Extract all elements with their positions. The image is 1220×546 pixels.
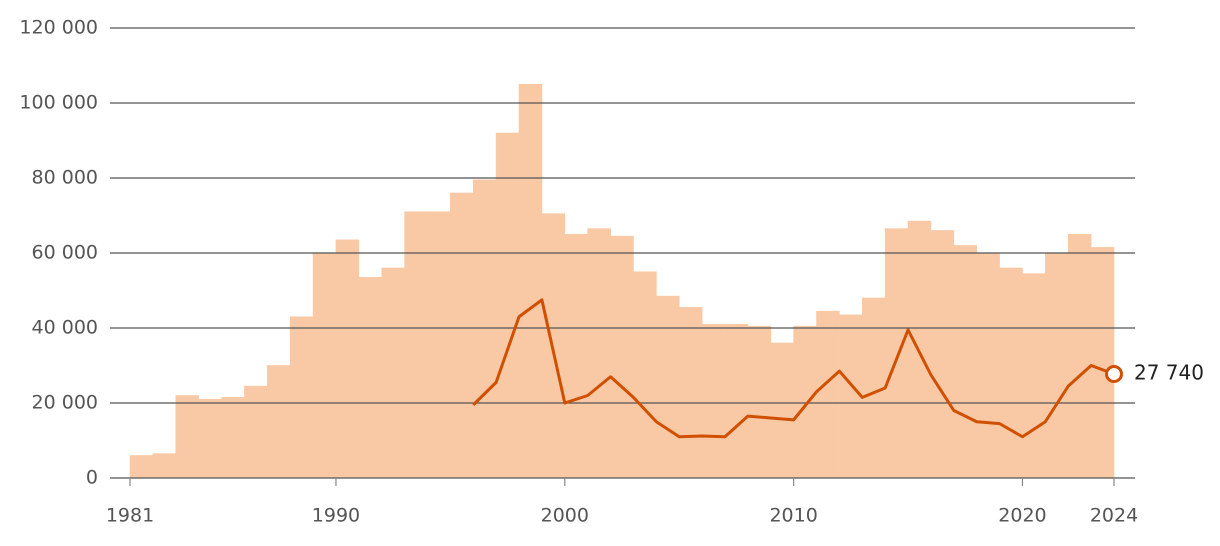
y-tick-label: 0 — [86, 467, 98, 489]
bar — [678, 307, 703, 479]
y-tick-label: 60 000 — [32, 242, 98, 264]
bar — [198, 398, 222, 479]
bar — [610, 235, 634, 479]
y-tick-label: 120 000 — [19, 17, 98, 39]
bar — [152, 453, 177, 479]
x-tick-label: 2020 — [998, 505, 1046, 527]
bar — [335, 239, 360, 479]
bar — [930, 230, 955, 479]
x-tick-label: 1990 — [312, 505, 360, 527]
bar — [404, 211, 428, 479]
bar — [358, 277, 383, 479]
bar — [633, 271, 657, 479]
bar — [564, 233, 588, 479]
y-tick-label: 40 000 — [32, 317, 98, 339]
y-tick-label: 80 000 — [32, 167, 98, 189]
end-marker — [1105, 364, 1123, 383]
bar — [312, 252, 337, 479]
bar — [289, 316, 314, 479]
bar — [999, 267, 1023, 479]
bar — [816, 310, 840, 479]
bar — [1067, 233, 1092, 479]
bar — [427, 211, 451, 479]
bar — [450, 192, 474, 479]
bar — [976, 252, 1000, 479]
x-tick-label: 2024 — [1090, 505, 1138, 527]
y-tick-label: 100 000 — [19, 92, 98, 114]
bar — [793, 325, 817, 479]
x-tick-label: 1981 — [106, 505, 154, 527]
bar — [175, 395, 199, 479]
line — [472, 298, 1115, 439]
bar — [381, 267, 405, 479]
bar — [472, 179, 497, 479]
bar — [1090, 247, 1115, 479]
bar — [518, 83, 543, 479]
bar — [770, 342, 794, 479]
bar — [1022, 273, 1046, 479]
bar — [884, 228, 909, 479]
bar — [1045, 252, 1069, 479]
bar — [953, 245, 977, 479]
bar — [701, 323, 726, 479]
bar — [495, 132, 520, 479]
bar — [587, 228, 611, 479]
bar — [129, 455, 154, 479]
bar — [747, 325, 772, 479]
y-tick-label: 20 000 — [32, 392, 98, 414]
x-tick-label: 2000 — [541, 505, 589, 527]
bar — [267, 365, 291, 479]
x-tick-label: 2010 — [769, 505, 817, 527]
bar — [724, 323, 749, 479]
bar — [656, 295, 680, 479]
bar — [244, 385, 268, 479]
data-label: 27 740 — [1134, 360, 1204, 384]
bar — [221, 397, 245, 479]
bar — [839, 314, 863, 479]
